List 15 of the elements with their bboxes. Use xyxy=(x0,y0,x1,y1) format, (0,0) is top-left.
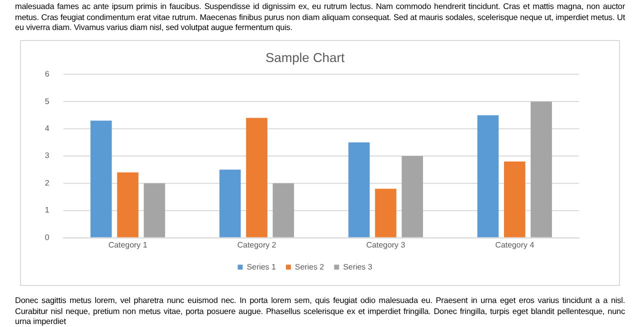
bar xyxy=(144,183,166,238)
bar xyxy=(504,162,526,238)
text: malesuada fames ac ante ipsum primis in faucibus. Suspendisse id dignissim ex, eu rutrum lectus. Nam commodo hendrerit tincidunt. Cras et mattis magna, non auctor metus. Cras feugiat condimentum erat vitae rutrum. Maecenas finibus purus non diam aliquam consequat. Sed at mauris sodales, scelerisque neque ut, imperdiet metus. Ut eu viverra diam. Vivamus varius diam nisl, sed volutpat augue fermentum quis. xyxy=(15,2,625,34)
bar xyxy=(375,188,396,238)
bar xyxy=(246,118,268,238)
bar xyxy=(219,170,241,238)
bar xyxy=(348,142,370,238)
chart-title: Sample Chart xyxy=(266,50,346,66)
bar xyxy=(90,120,112,238)
bar xyxy=(402,156,424,238)
bar xyxy=(272,183,294,238)
text: Donec sagittis metus lorem, vel pharetra nunc euismod nec. In porta lorem sem, quis feugiat odio malesuada eu. Praesent in urna eget eros varius tincidunt a a nisl. Curabitur nisl neque, pretium non metus vitae, porta posuere augue. Phasellus scelerisque ex et imperdiet fringilla. Donec fringilla, turpis eget blandit pellentesque, nunc urna imperdiet xyxy=(15,296,625,327)
bar xyxy=(530,102,552,238)
bar xyxy=(477,115,499,238)
bar xyxy=(117,172,138,238)
